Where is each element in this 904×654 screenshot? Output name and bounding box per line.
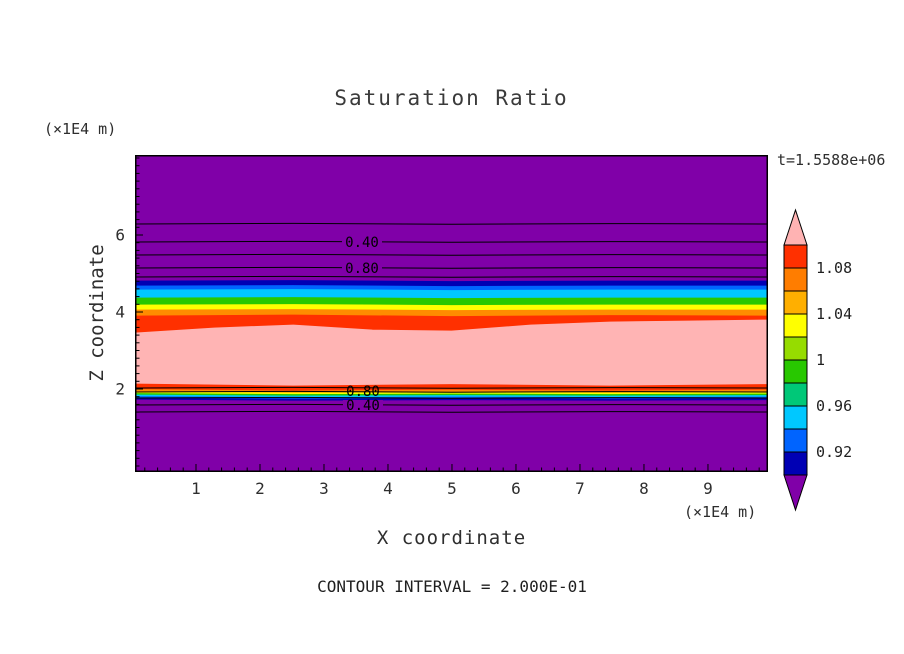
contour-line	[135, 403, 768, 406]
colorbar-segment	[783, 382, 808, 407]
colorbar-segment	[783, 405, 808, 430]
x-tick-label: 4	[383, 479, 393, 498]
contour-label: 0.80	[346, 384, 380, 400]
x-tick-label: 5	[447, 479, 457, 498]
contour-line	[135, 253, 768, 256]
contour-label-gap	[343, 400, 383, 410]
contour-line	[135, 266, 768, 269]
colorbar-canvas: 1.08 1.04 1 0.96 0.92	[783, 208, 852, 512]
contour-label: 0.80	[345, 261, 379, 277]
x-tick-label: 6	[511, 479, 521, 498]
contour-interval-note: CONTOUR INTERVAL = 2.000E-01	[317, 577, 587, 596]
z-axis-units: (×1E4 m)	[44, 120, 117, 138]
colorbar-label: 1.08	[816, 259, 852, 277]
plot-frame	[135, 155, 768, 472]
band-purple-lower	[135, 399, 768, 472]
band-purple-upper	[135, 155, 768, 282]
x-tick-label: 8	[639, 479, 649, 498]
colorbar-segment	[783, 451, 808, 476]
x-tick-label: 1	[191, 479, 201, 498]
contour-line	[135, 240, 768, 243]
x-tick-label: 2	[255, 479, 265, 498]
band-green-upper	[135, 297, 768, 306]
contour-line	[135, 386, 768, 389]
x-tick-label: 3	[319, 479, 329, 498]
colorbar-segment	[783, 267, 808, 292]
y-tick-label: 4	[115, 302, 125, 322]
contour-plot-canvas: 0.400.800.800.40	[135, 155, 768, 472]
colorbar-label: 0.92	[816, 443, 852, 461]
colorbar-under-arrow	[783, 474, 808, 512]
colorbar-label: 0.96	[816, 397, 852, 415]
colorbar: 1.08 1.04 1 0.96 0.92	[780, 205, 904, 517]
y-tick-label: 2	[115, 379, 125, 399]
contour-line	[135, 410, 768, 413]
x-tick-label: 7	[575, 479, 585, 498]
colorbar-segment	[783, 313, 808, 338]
contour-label-gap	[342, 263, 382, 273]
contour-label: 0.40	[346, 398, 380, 414]
time-annotation: t=1.5588e+06	[777, 151, 886, 169]
contour-line	[135, 222, 768, 225]
contour-label-gap	[342, 237, 382, 247]
chart-title: Saturation Ratio	[334, 86, 569, 110]
colorbar-segment	[783, 290, 808, 315]
colorbar-segment	[783, 428, 808, 453]
colorbar-segment	[783, 244, 808, 269]
contour-line	[135, 396, 768, 399]
colorbar-over-arrow	[783, 208, 808, 246]
colorbar-label: 1	[816, 351, 825, 369]
y-tick-label: 6	[115, 225, 125, 245]
band-cyan-upper	[135, 289, 768, 299]
contour-line	[135, 275, 768, 278]
colorbar-label: 1.04	[816, 305, 852, 323]
x-axis-label: X coordinate	[376, 527, 527, 549]
contour-label: 0.40	[345, 235, 379, 251]
contour-line	[135, 390, 768, 393]
x-axis-units: (×1E4 m)	[684, 503, 757, 521]
colorbar-segment	[783, 359, 808, 384]
colorbar-segment	[783, 336, 808, 361]
x-tick-label: 9	[703, 479, 713, 498]
